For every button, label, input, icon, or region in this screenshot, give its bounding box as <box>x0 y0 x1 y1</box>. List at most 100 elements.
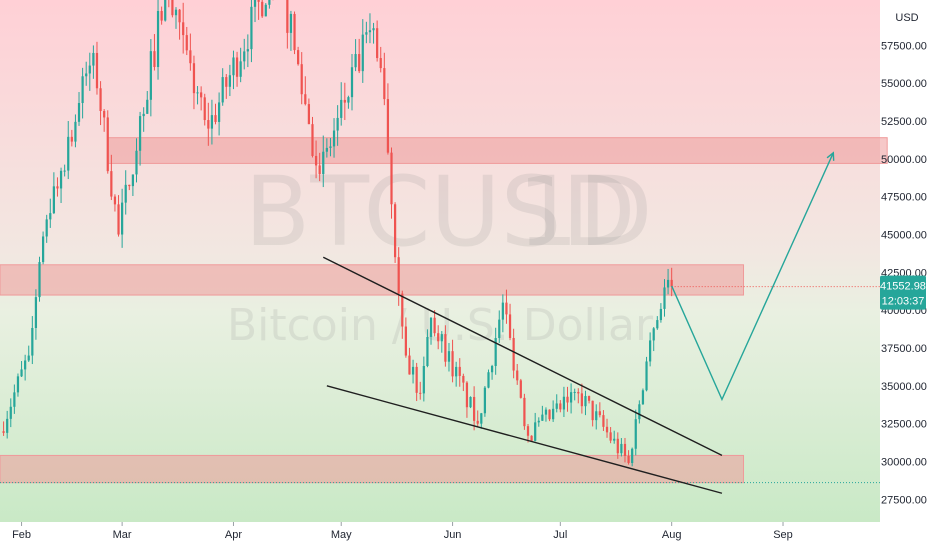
candle-body <box>293 13 296 51</box>
candle-body <box>336 117 339 131</box>
candle-body <box>113 196 117 205</box>
candle-body <box>67 136 70 171</box>
candle-body <box>666 279 670 288</box>
projection-arrowhead <box>826 151 835 161</box>
candle-body <box>505 302 508 315</box>
candle-body <box>401 293 404 327</box>
candle-body <box>609 432 612 441</box>
candle-body <box>534 422 537 441</box>
candle-body <box>577 391 580 394</box>
candle-body <box>386 99 390 153</box>
candle-body <box>207 120 210 129</box>
candle-body <box>595 411 598 421</box>
candle-body <box>548 409 551 420</box>
candle-body <box>663 287 666 309</box>
candle-body <box>182 22 185 36</box>
candle-body <box>659 308 663 321</box>
candle-body <box>372 28 375 31</box>
candle-body <box>235 57 239 77</box>
x-tick-labels[interactable]: Feb Mar Apr May Jun Jul Aug Sep <box>12 522 793 541</box>
resistance-zone <box>0 454 745 484</box>
candle-body <box>117 204 120 235</box>
candle-body <box>358 54 361 72</box>
candle-body <box>210 115 214 129</box>
candle-body <box>638 404 641 420</box>
y-tick-label: 50000.00 <box>881 154 927 166</box>
candle-body <box>451 351 454 377</box>
candle-body <box>490 365 494 373</box>
candle-body <box>38 262 41 298</box>
candle-body <box>225 77 228 87</box>
x-tick-label: May <box>331 529 352 541</box>
candle-body <box>390 152 393 205</box>
candle-body <box>149 51 152 100</box>
candle-body <box>462 375 465 383</box>
candle-body <box>314 155 318 166</box>
candle-body <box>447 351 451 362</box>
candle-body <box>566 396 569 403</box>
candle-body <box>379 58 382 69</box>
candle-body <box>27 355 30 361</box>
candle-body <box>88 65 91 74</box>
candle-body <box>20 369 23 377</box>
candle-body <box>192 63 196 94</box>
candle-body <box>311 124 314 156</box>
candle-body <box>52 186 55 214</box>
candle-body <box>501 302 504 320</box>
candle-body <box>516 370 519 381</box>
candle-body <box>81 76 84 104</box>
candle-body <box>616 438 619 454</box>
candle-body <box>6 418 9 433</box>
candle-body <box>246 49 249 52</box>
plot-background <box>0 0 880 522</box>
candle-body <box>300 64 303 95</box>
candle-body <box>9 406 12 419</box>
candle-body <box>602 415 605 427</box>
candle-body <box>189 50 192 64</box>
candle-body <box>530 435 533 441</box>
candle-body <box>573 391 576 393</box>
candle-body <box>243 51 246 62</box>
candle-body <box>45 219 48 237</box>
candle-body <box>455 366 458 377</box>
candle-body <box>185 35 188 51</box>
candle-body <box>404 326 407 356</box>
candle-body <box>268 0 271 5</box>
candle-body <box>307 104 311 125</box>
candle-body <box>74 121 77 142</box>
candle-body <box>178 9 181 23</box>
candle-body <box>13 392 16 407</box>
x-tick-label: Sep <box>773 529 793 541</box>
candle-body <box>239 61 242 77</box>
candle-body <box>433 317 436 334</box>
candle-body <box>598 411 601 416</box>
candle-body <box>465 382 469 408</box>
candle-body <box>584 396 587 407</box>
candle-body <box>519 380 522 398</box>
candle-body <box>332 130 336 147</box>
last-price-tag: 41552.98 12:03:37 <box>880 275 926 310</box>
candle-body <box>498 319 501 339</box>
candle-body <box>318 165 321 174</box>
candle-body <box>217 102 221 122</box>
y-tick-label: 57500.00 <box>881 40 927 52</box>
candle-body <box>196 92 199 94</box>
candle-body <box>444 334 447 362</box>
resistance-zone <box>0 264 745 296</box>
candle-body <box>537 420 540 423</box>
candle-body <box>350 67 354 98</box>
candle-body <box>347 97 350 103</box>
candle-body <box>286 0 289 33</box>
candle-body <box>131 174 135 187</box>
x-tick-label: Jun <box>444 529 462 541</box>
candle-body <box>562 396 566 410</box>
candle-body <box>649 340 652 362</box>
candle-body <box>322 151 325 174</box>
candle-body <box>656 320 659 329</box>
candle-body <box>437 333 440 342</box>
candle-body <box>221 77 224 103</box>
candle-body <box>555 403 558 409</box>
candle-body <box>24 360 27 370</box>
candle-body <box>343 99 346 103</box>
